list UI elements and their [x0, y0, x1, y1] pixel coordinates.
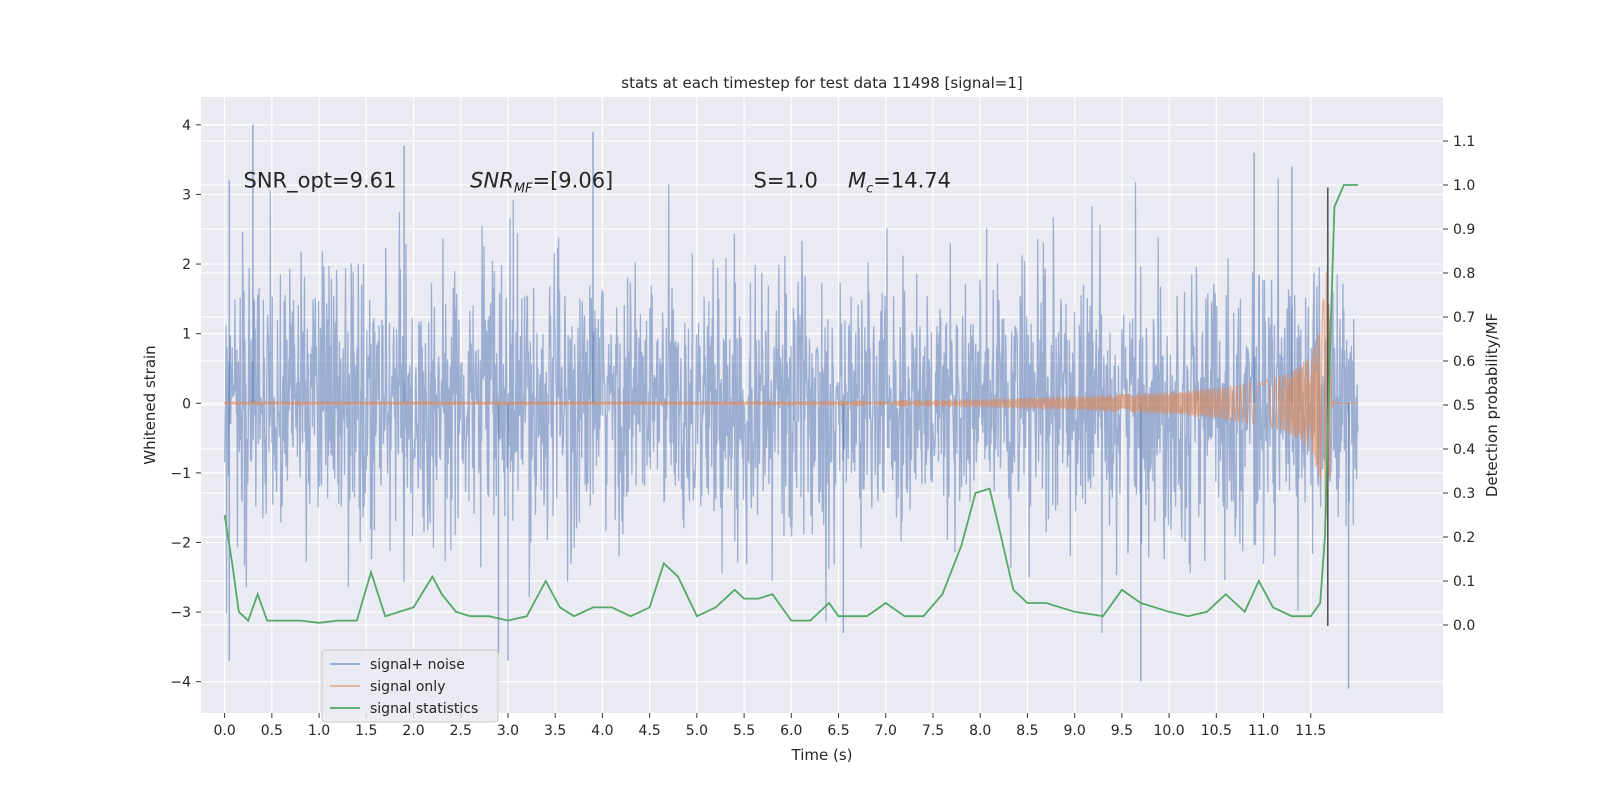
series-signal-statistics — [223, 184, 1358, 624]
y-tick-label: −3 — [170, 605, 191, 621]
legend-label: signal only — [370, 679, 445, 695]
annotation: SNRMF=[9.06] — [470, 169, 613, 197]
series-signal-noise — [223, 178, 1359, 634]
series-signal-only — [224, 265, 1358, 520]
legend-box — [321, 649, 499, 723]
x-tick-label: 6.5 — [827, 723, 849, 739]
x-axis-title: Time (s) — [791, 746, 853, 764]
x-tick-label: 8.0 — [969, 723, 991, 739]
annotation: SNR_opt=9.61 — [244, 169, 397, 194]
y-tick-label: −4 — [170, 675, 191, 691]
y-tick-label: 2 — [182, 257, 191, 273]
x-tick-label: 9.0 — [1064, 723, 1086, 739]
legend-label: signal+ noise — [370, 657, 465, 673]
legend-label: signal statistics — [370, 701, 478, 717]
x-tick-label: 5.0 — [686, 723, 708, 739]
x-tick-label: 1.5 — [355, 723, 377, 739]
axes-layer: 0.0 0.5 1.0 1.5 2.0 2.5 3.0 3.5 4.0 4.5 5.0 5.5 6.0 6… — [170, 118, 1475, 739]
chart-title: stats at each timestep for test data 114… — [621, 74, 1022, 92]
x-tick-label: 4.0 — [591, 723, 613, 739]
y-right-tick-label: 0.2 — [1453, 530, 1475, 546]
x-tick-label: 3.5 — [544, 723, 566, 739]
x-tick-label: 0.0 — [213, 723, 235, 739]
annotation: S=1.0 — [754, 169, 818, 193]
x-tick-label: 10.5 — [1201, 723, 1232, 739]
x-tick-label: 7.0 — [875, 723, 897, 739]
x-tick-label: 1.0 — [308, 723, 330, 739]
x-tick-label: 11.0 — [1248, 723, 1279, 739]
series-signal-noise-peaks — [228, 124, 1350, 689]
y-right-tick-label: 0.3 — [1453, 486, 1475, 502]
y-right-tick-label: 0.7 — [1453, 310, 1475, 326]
y-right-tick-label: 0.8 — [1453, 266, 1475, 282]
x-tick-label: 2.0 — [402, 723, 424, 739]
x-tick-label: 6.0 — [780, 723, 802, 739]
x-tick-label: 7.5 — [922, 723, 944, 739]
y-right-tick-label: 1.1 — [1453, 134, 1475, 150]
x-tick-label: 3.0 — [497, 723, 519, 739]
x-tick-label: 10.0 — [1154, 723, 1185, 739]
x-tick-label: 0.5 — [261, 723, 283, 739]
legend: signal+ noise signal only signal statistic… — [321, 649, 499, 723]
y-right-tick-label: 0.0 — [1453, 618, 1475, 634]
y-tick-label: −2 — [170, 535, 191, 551]
annotation: Mc=14.74 — [848, 169, 951, 197]
x-tick-label: 9.5 — [1111, 723, 1133, 739]
x-tick-label: 8.5 — [1016, 723, 1038, 739]
annotation-layer: SNR_opt=9.61 SNRMF=[9.06] S=1.0 Mc=14.74 — [244, 169, 951, 197]
x-tick-label: 11.5 — [1295, 723, 1326, 739]
x-tick-label: 4.5 — [638, 723, 660, 739]
y-tick-label: 1 — [182, 327, 191, 343]
y-tick-label: 4 — [182, 118, 191, 134]
y-right-tick-label: 0.4 — [1453, 442, 1475, 458]
y-axis-title: Whitened strain — [141, 345, 159, 464]
x-tick-label: 2.5 — [450, 723, 472, 739]
y-tick-label: −1 — [170, 466, 191, 482]
series-layer — [223, 124, 1359, 689]
y-right-tick-label: 0.6 — [1453, 354, 1475, 370]
y-tick-label: 3 — [182, 187, 191, 203]
y-axis-right-title: Detection probability/MF — [1483, 313, 1501, 497]
y-tick-label: 0 — [182, 396, 191, 412]
y-right-tick-label: 1.0 — [1453, 178, 1475, 194]
y-right-tick-label: 0.5 — [1453, 398, 1475, 414]
y-right-tick-label: 0.9 — [1453, 222, 1475, 238]
x-tick-label: 5.5 — [733, 723, 755, 739]
y-right-tick-label: 0.1 — [1453, 574, 1475, 590]
